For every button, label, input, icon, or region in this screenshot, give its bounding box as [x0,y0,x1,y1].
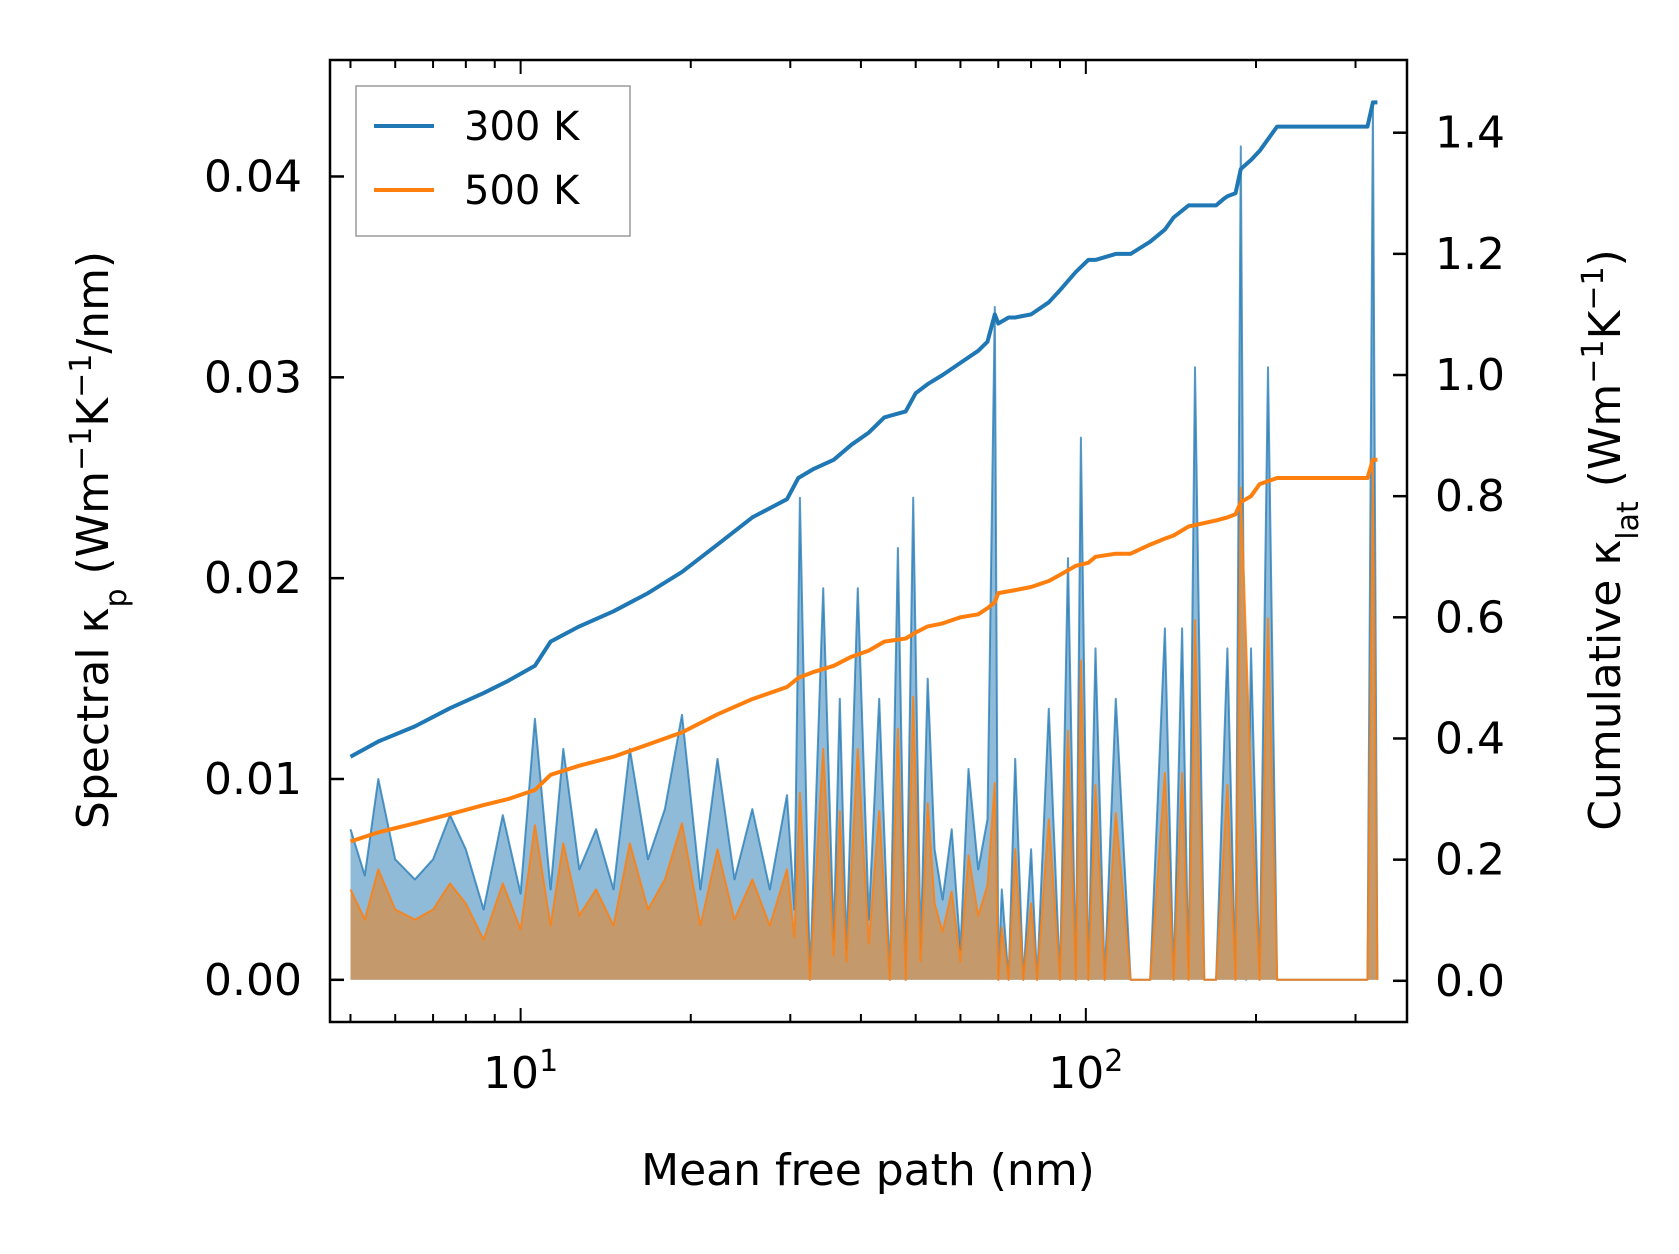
y-axis-right-label: Cumulative κlat (Wm−1K−1) [1576,249,1646,831]
axis-ticks: 0.00 0.01 0.02 0.03 0.04 0.0 0.2 0.4 0.6 0.8 1.0 1.… [204,60,1505,1099]
y-left-label-unit-open: (Wm [68,471,119,589]
axes-frame [328,58,1409,1024]
y-left-tick-label: 0.03 [204,352,302,403]
legend-label-300k: 300 K [464,104,581,150]
y-right-tick-label: 0.6 [1435,592,1505,643]
cumulative-line-300k [349,100,1378,759]
y-left-tick-label: 0.01 [204,754,302,805]
y-left-tick-label: 0.02 [204,553,302,604]
y-right-label-sub: lat [1611,501,1646,540]
y-right-label-sup1: −1 [1576,339,1611,383]
cumulative-line-500k [349,457,1378,844]
plot-area [349,100,1379,981]
y-right-tick-label: 0.8 [1435,471,1505,522]
y-right-label-mid: K [1580,309,1631,339]
y-axis-left-label: Spectral κp (Wm−1K−1/nm) [64,251,134,829]
legend-box [355,85,631,237]
spectral-line-500k [349,466,1379,981]
y-right-label-unit-close: ) [1580,249,1631,266]
y-right-label-main: Cumulative κ [1580,540,1631,831]
y-left-label-unit-close: /nm) [68,251,119,354]
x-tick-label: 102 [1048,1044,1123,1100]
y-left-label-sub: p [99,588,134,607]
y-left-tick-label: 0.00 [204,955,302,1006]
legend-label-500k: 500 K [464,168,581,214]
spectral-fill-500k [350,467,1378,980]
y-left-label-mid: K [68,397,119,427]
y-right-tick-label: 0.0 [1435,956,1505,1007]
y-left-label-sup1: −1 [64,427,99,471]
y-right-label-unit-open: (Wm [1580,384,1631,502]
y-left-tick-label: 0.04 [204,151,302,202]
y-right-tick-label: 0.2 [1435,835,1505,886]
y-left-label-main: Spectral κ [68,608,119,830]
y-right-label-sup2: −1 [1576,266,1611,310]
y-right-tick-label: 1.4 [1435,108,1505,159]
y-right-tick-label: 1.0 [1435,350,1505,401]
y-right-tick-label: 0.4 [1435,713,1505,764]
x-axis-label: Mean free path (nm) [641,1145,1095,1196]
x-tick-label: 101 [483,1044,558,1100]
y-left-label-sup2: −1 [64,354,99,398]
y-right-tick-label: 1.2 [1435,229,1505,280]
legend: 300 K 500 K [355,85,631,237]
